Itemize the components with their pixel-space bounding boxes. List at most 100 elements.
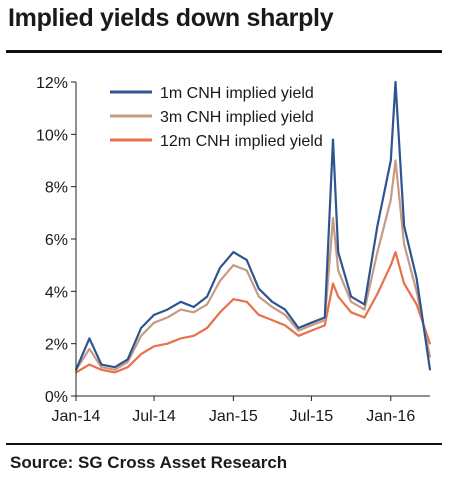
data-point (323, 316, 326, 319)
data-point (403, 282, 405, 285)
data-point (429, 342, 431, 345)
legend-label: 1m CNH implied yield (160, 85, 314, 102)
data-point (297, 327, 300, 329)
data-point (394, 81, 397, 83)
data-point (271, 319, 274, 321)
data-point (284, 314, 286, 316)
data-point (257, 287, 260, 290)
data-point (113, 371, 116, 374)
legend-item: 3m CNH implied yield (110, 109, 314, 126)
data-point (403, 243, 405, 246)
data-point (166, 316, 169, 319)
data-point (376, 293, 379, 295)
series-line-3m (75, 159, 432, 371)
data-point (310, 321, 313, 324)
x-tick-label: Jul-14 (132, 408, 176, 425)
data-point (332, 138, 334, 141)
data-point (376, 251, 379, 254)
data-point (179, 337, 182, 340)
data-point (153, 321, 155, 324)
legend-item: 1m CNH implied yield (110, 85, 314, 102)
data-point (350, 311, 352, 314)
data-point (206, 303, 209, 306)
y-tick-label: 12% (36, 75, 68, 92)
data-point (297, 334, 300, 337)
data-point (206, 295, 209, 298)
data-point (206, 327, 209, 329)
data-point (363, 303, 366, 306)
data-point (113, 368, 116, 371)
data-point (332, 282, 334, 285)
legend-item: 12m CNH implied yield (110, 133, 323, 150)
data-point (192, 311, 195, 314)
data-point (232, 298, 235, 301)
data-point (100, 368, 103, 371)
data-point (153, 345, 155, 348)
data-point (192, 306, 195, 308)
chart-title: Implied yields down sharply (8, 4, 334, 32)
data-point (88, 337, 91, 340)
data-point (192, 334, 195, 337)
series-line-1m (74, 80, 432, 371)
data-point (389, 198, 392, 201)
data-point (363, 316, 366, 319)
x-tick-label: Jan-14 (52, 408, 101, 425)
data-point (415, 277, 418, 280)
data-point (323, 319, 326, 321)
data-point (166, 342, 169, 345)
data-point (394, 159, 397, 162)
data-point (88, 348, 91, 350)
data-point (337, 269, 340, 272)
data-point (113, 366, 116, 369)
data-point (429, 368, 431, 371)
data-point (297, 329, 300, 332)
data-point (140, 327, 143, 329)
data-point (323, 324, 326, 327)
series-line-12m (75, 251, 432, 374)
data-point (415, 303, 418, 306)
data-point (245, 259, 248, 261)
data-point (337, 295, 340, 298)
title-rule (6, 50, 442, 53)
data-point (232, 251, 235, 254)
y-tick-label: 2% (45, 337, 68, 354)
data-point (389, 264, 392, 267)
data-point (350, 300, 352, 303)
source-rule (6, 443, 442, 445)
data-point (153, 314, 155, 316)
line-chart: 0% 2% 4% 6% 8% 10% 12% Jan-14 Jul-14 Jan-15 Jul-15… (36, 75, 432, 425)
data-point (100, 363, 103, 366)
data-point (284, 324, 286, 327)
data-point (403, 225, 405, 227)
data-point (363, 308, 366, 311)
data-point (389, 159, 392, 162)
data-point (232, 264, 235, 267)
legend: 1m CNH implied yield 3m CNH implied yield… (110, 85, 323, 150)
data-point (350, 295, 352, 298)
data-point (219, 266, 221, 269)
x-tick-label: Jul-15 (290, 408, 334, 425)
data-point (126, 358, 129, 361)
data-point (337, 251, 340, 254)
series-layer (74, 80, 432, 374)
data-point (284, 308, 286, 311)
source-note: Source: SG Cross Asset Research (10, 453, 288, 472)
y-tick-label: 0% (45, 389, 68, 406)
data-point (257, 314, 260, 316)
data-point (310, 324, 313, 327)
y-tick-label: 4% (45, 284, 68, 301)
data-point (310, 329, 313, 332)
data-point (271, 300, 274, 303)
x-tick-label: Jan-16 (366, 408, 415, 425)
y-tick-label: 8% (45, 180, 68, 197)
legend-label: 3m CNH implied yield (160, 109, 314, 126)
data-point (257, 295, 260, 298)
data-point (126, 366, 129, 369)
data-point (332, 217, 334, 220)
data-point (245, 269, 248, 272)
y-tick-label: 10% (36, 127, 68, 144)
data-point (245, 300, 248, 303)
data-point (271, 306, 274, 308)
legend-label: 12m CNH implied yield (160, 133, 323, 150)
data-point (219, 311, 221, 314)
